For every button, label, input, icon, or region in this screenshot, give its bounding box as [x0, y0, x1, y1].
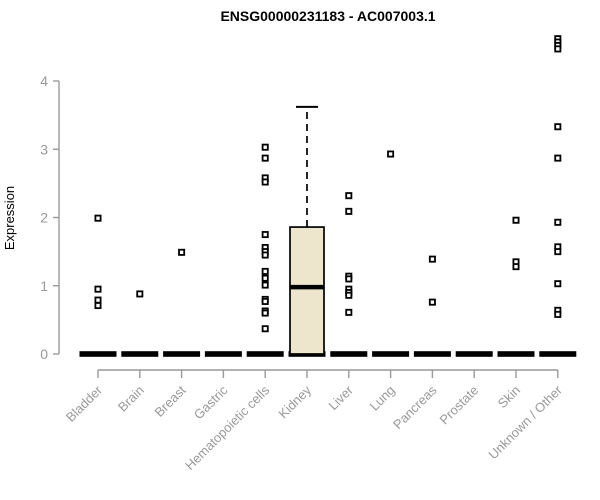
data-point: [554, 45, 562, 53]
data-point: [178, 248, 186, 256]
x-tick-label: Liver: [325, 382, 356, 413]
chart-title: ENSG00000231183 - AC007003.1: [220, 8, 435, 24]
data-point: [261, 143, 269, 151]
data-point: [428, 255, 436, 263]
zero-bar: [163, 351, 201, 357]
data-point: [554, 310, 562, 318]
data-point: [261, 231, 269, 239]
zero-bar: [121, 351, 159, 357]
zero-bars: [79, 351, 577, 357]
data-point: [345, 291, 353, 299]
data-point: [261, 251, 269, 259]
data-point: [94, 302, 102, 310]
y-tick-label: 4: [40, 73, 48, 89]
box-rect: [289, 226, 325, 355]
zero-bar: [79, 351, 117, 357]
x-tick-label: Gastric: [191, 382, 231, 422]
data-point: [512, 216, 520, 224]
x-tick-label: Bladder: [63, 382, 106, 425]
data-point: [261, 325, 269, 333]
data-point: [261, 281, 269, 289]
zero-bar: [539, 351, 577, 357]
y-tick-label: 3: [40, 141, 48, 157]
data-point: [94, 296, 102, 304]
x-tick-label: Skin: [495, 383, 523, 411]
data-point: [554, 218, 562, 226]
kidney-box: [289, 105, 325, 355]
data-point: [387, 150, 395, 158]
data-point: [512, 263, 520, 271]
y-axis: 0 1 2 3 4: [40, 73, 60, 362]
data-point: [554, 280, 562, 288]
scatter-points: [94, 35, 562, 333]
data-point: [261, 267, 269, 275]
data-point: [345, 308, 353, 316]
x-tick-label: Unknown / Other: [485, 382, 565, 462]
data-point: [94, 285, 102, 293]
zero-bar: [204, 351, 242, 357]
y-tick-label: 1: [40, 278, 48, 294]
data-point: [261, 309, 269, 317]
x-tick-label: Breast: [152, 382, 189, 419]
data-point: [261, 154, 269, 162]
y-axis-title: Expression: [2, 186, 17, 250]
zero-bar: [455, 351, 493, 357]
data-point: [345, 192, 353, 200]
zero-bar: [246, 351, 284, 357]
zero-bar: [413, 351, 451, 357]
y-tick-label: 2: [40, 210, 48, 226]
data-point: [345, 207, 353, 215]
x-tick-label: Brain: [115, 383, 147, 415]
x-tick-label: Pancreas: [390, 382, 440, 432]
data-point: [428, 298, 436, 306]
data-point: [94, 214, 102, 222]
data-point: [554, 123, 562, 131]
data-point: [554, 154, 562, 162]
x-tick-label: Kidney: [275, 382, 314, 421]
data-point: [345, 275, 353, 283]
x-tick-label: Prostate: [436, 383, 481, 428]
zero-bar: [497, 351, 535, 357]
data-point: [136, 290, 144, 298]
data-point: [261, 178, 269, 186]
zero-bar: [372, 351, 410, 357]
data-point: [261, 297, 269, 305]
data-point: [261, 274, 269, 282]
x-tick-label: Lung: [367, 383, 398, 414]
zero-bar: [330, 351, 368, 357]
y-tick-label: 0: [40, 346, 48, 362]
data-point: [554, 248, 562, 256]
